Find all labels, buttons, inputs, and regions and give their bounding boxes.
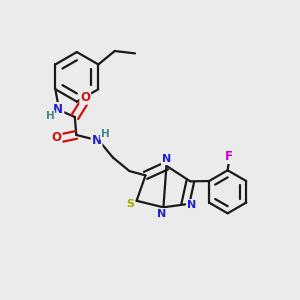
Text: N: N bbox=[53, 103, 63, 116]
Text: F: F bbox=[225, 150, 233, 163]
Text: H: H bbox=[100, 129, 109, 139]
Text: H: H bbox=[46, 111, 54, 121]
Text: N: N bbox=[187, 200, 196, 210]
Text: O: O bbox=[80, 91, 90, 104]
Text: S: S bbox=[126, 199, 134, 209]
Text: O: O bbox=[52, 131, 61, 144]
Text: N: N bbox=[162, 154, 171, 164]
Text: N: N bbox=[157, 209, 167, 219]
Text: N: N bbox=[92, 134, 102, 147]
